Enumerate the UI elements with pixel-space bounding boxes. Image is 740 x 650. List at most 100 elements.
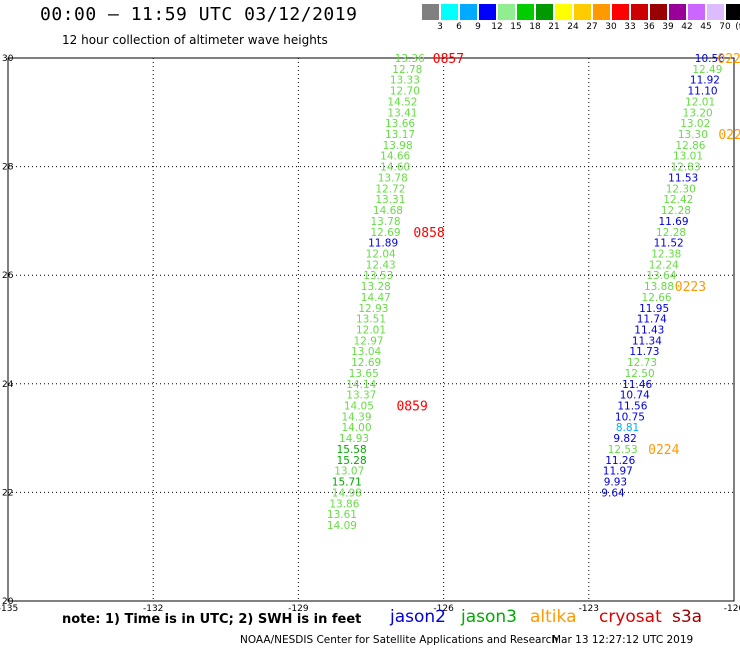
y-tick-label: 30 [2, 54, 14, 64]
data-label: 12.73 [627, 357, 657, 369]
data-label: 14.05 [344, 401, 374, 413]
credit-text: NOAA/NESDIS Center for Satellite Applica… [240, 634, 558, 646]
data-label: 13.07 [334, 466, 364, 478]
data-label: 13.53 [363, 270, 393, 282]
data-label: 12.43 [366, 259, 396, 271]
x-tick-label: -129 [288, 604, 309, 614]
scale-swatch [422, 4, 439, 20]
data-label: 13.78 [370, 216, 400, 228]
data-label: 13.17 [385, 129, 415, 141]
data-label: 14.52 [387, 96, 417, 108]
x-tick-label: -123 [579, 604, 599, 614]
scale-swatch [536, 4, 553, 20]
data-label: 15.71 [332, 477, 362, 489]
scale-label: 3 [437, 22, 443, 32]
data-label: 9.82 [613, 433, 636, 445]
data-label: 13.66 [385, 118, 415, 130]
scale-swatch [517, 4, 534, 20]
mission-altika: altika [530, 607, 577, 627]
timestamp-text: Mar 13 12:27:12 UTC 2019 [552, 634, 694, 646]
data-label: 9.64 [601, 487, 625, 499]
data-label: 14.39 [341, 411, 371, 423]
data-label: 11.95 [639, 303, 669, 315]
data-label: 12.04 [366, 248, 396, 260]
scale-label: 12 [491, 22, 503, 32]
data-label: 11.97 [603, 466, 633, 478]
data-label: 11.73 [629, 346, 659, 358]
scale-swatch [574, 4, 591, 20]
time-annotation: 0858 [413, 226, 444, 241]
x-tick-label: -126 [433, 604, 454, 614]
time-annotation: 0857 [433, 52, 464, 67]
data-label: 13.36 [395, 53, 425, 65]
scale-label: 6 [456, 22, 462, 32]
data-label: 14.98 [332, 487, 362, 499]
data-label: 14.68 [373, 205, 403, 217]
scale-label: 27 [586, 22, 598, 32]
mission-cryosat: cryosat [599, 607, 662, 627]
data-label: 13.65 [349, 368, 379, 380]
data-label: 10.75 [615, 411, 645, 423]
time-annotation: 0224 [648, 443, 679, 458]
data-label: 12.01 [685, 96, 715, 108]
data-label: 12.70 [390, 86, 420, 98]
data-label: 13.01 [673, 151, 703, 163]
data-label: 14.14 [346, 379, 376, 391]
page-title: 00:00 – 11:59 UTC 03/12/2019 [40, 4, 358, 25]
y-tick-label: 26 [2, 271, 14, 281]
data-label: 13.78 [378, 172, 408, 184]
scale-label: 30 [605, 22, 617, 32]
data-label: 13.37 [346, 390, 376, 402]
scale-swatch [498, 4, 515, 20]
scale-label: 15 [510, 22, 522, 32]
data-label: 12.24 [649, 259, 679, 271]
scale-swatch [688, 4, 705, 20]
data-label: 13.04 [351, 346, 381, 358]
y-tick-label: 28 [2, 163, 14, 173]
data-label: 13.31 [375, 194, 405, 206]
scale-label: 18 [529, 22, 541, 32]
data-label: 11.10 [688, 86, 718, 98]
data-label: 13.33 [390, 75, 420, 87]
scale-label: 45 [700, 22, 712, 32]
data-label: 12.38 [651, 248, 681, 260]
data-label: 12.97 [354, 335, 384, 347]
data-label: 12.49 [692, 64, 722, 76]
data-label: 15.58 [337, 444, 367, 456]
scale-swatch [726, 4, 740, 20]
scale-label: 36 [643, 22, 655, 32]
time-annotation: 0859 [396, 400, 427, 415]
data-label: 13.61 [327, 509, 357, 521]
x-tick-label: -120 [724, 604, 740, 614]
data-label: 10.74 [620, 390, 650, 402]
data-label: 13.02 [680, 118, 710, 130]
footer-note: note: 1) Time is in UTC; 2) SWH is in fe… [62, 612, 362, 627]
time-annotation: 022 [717, 52, 740, 67]
y-tick-label: 24 [2, 380, 14, 390]
y-tick-label: 22 [2, 488, 13, 498]
data-label: 14.93 [339, 433, 369, 445]
scale-label: 42 [681, 22, 693, 32]
data-label: 12.53 [608, 444, 638, 456]
scale-swatch [460, 4, 477, 20]
scale-swatch [612, 4, 629, 20]
mission-jason3: jason3 [461, 607, 517, 627]
time-annotation: 0223 [675, 280, 706, 295]
data-label: 13.64 [646, 270, 676, 282]
data-label: 10.56 [695, 53, 725, 65]
data-label: 14.00 [341, 422, 371, 434]
data-label: 14.60 [380, 162, 410, 174]
scale-unit: (ft) [735, 22, 740, 32]
data-label: 13.41 [387, 107, 417, 119]
data-label: 12.28 [656, 227, 686, 239]
data-label: 11.34 [632, 335, 662, 347]
data-label: 12.50 [625, 368, 655, 380]
data-label: 12.01 [356, 325, 386, 337]
data-label: 13.98 [383, 140, 413, 152]
scale-label: 21 [548, 22, 560, 32]
data-label: 13.30 [678, 129, 708, 141]
data-label: 12.66 [642, 292, 672, 304]
data-label: 13.20 [683, 107, 713, 119]
